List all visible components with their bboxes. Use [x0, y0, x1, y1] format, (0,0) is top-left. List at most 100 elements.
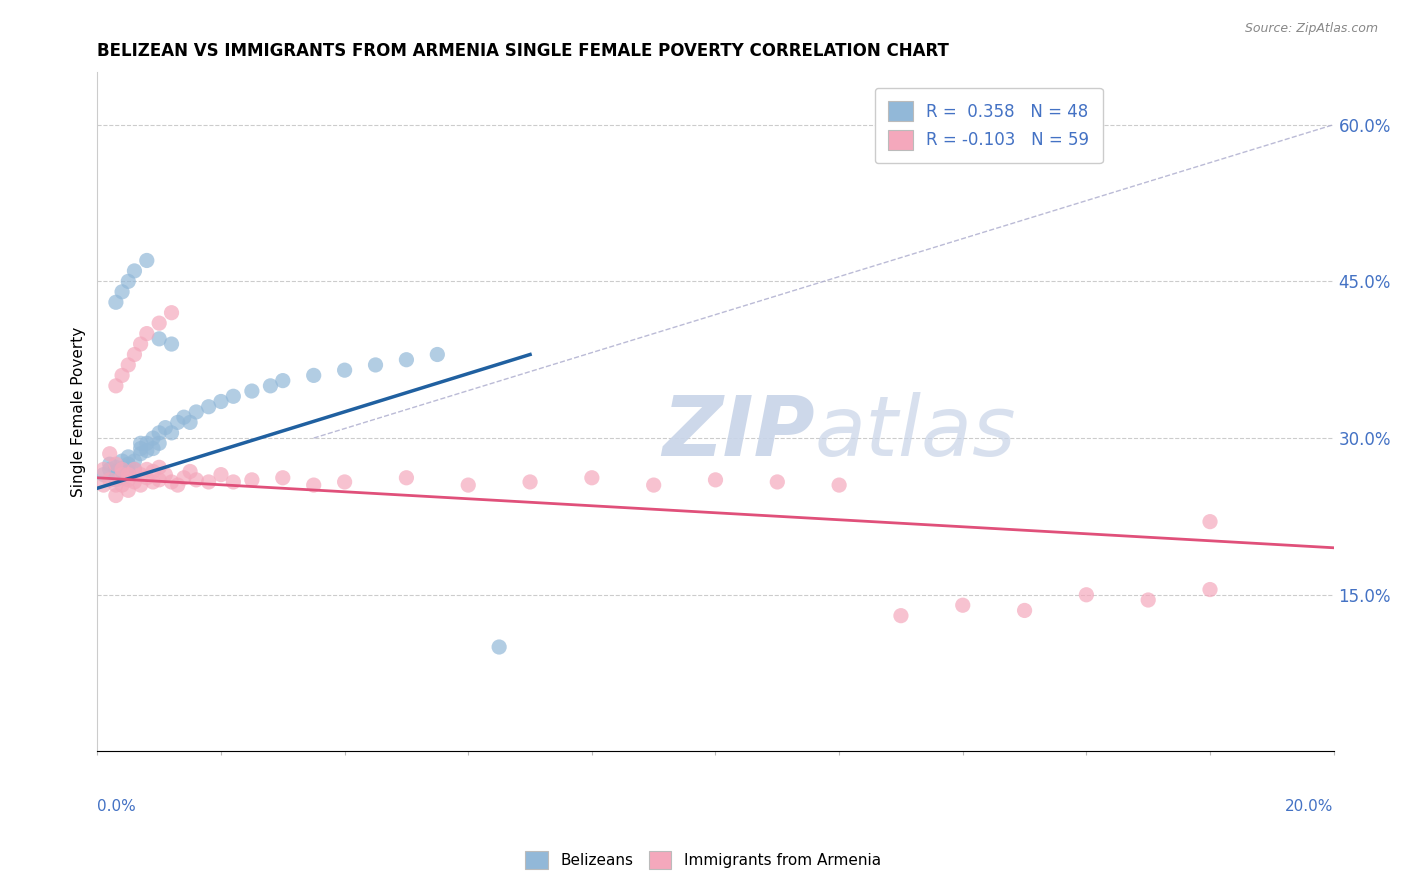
Point — [124, 454, 146, 468]
Point — [129, 478, 152, 492]
Point — [704, 473, 727, 487]
Point — [1199, 515, 1222, 529]
Point — [142, 431, 165, 445]
Point — [766, 475, 789, 489]
Point — [104, 457, 127, 471]
Point — [148, 425, 170, 440]
Point — [135, 462, 157, 476]
Point — [111, 462, 134, 476]
Text: 20.0%: 20.0% — [1285, 799, 1334, 814]
Point — [952, 599, 974, 613]
Point — [111, 368, 134, 383]
Point — [111, 462, 134, 476]
Legend: Belizeans, Immigrants from Armenia: Belizeans, Immigrants from Armenia — [519, 845, 887, 875]
Point — [129, 467, 152, 482]
Point — [160, 306, 183, 320]
Point — [148, 316, 170, 330]
Point — [111, 454, 134, 468]
Point — [104, 473, 127, 487]
Point — [333, 363, 356, 377]
Point — [457, 478, 479, 492]
Point — [124, 347, 146, 361]
Text: atlas: atlas — [814, 392, 1017, 473]
Point — [186, 473, 208, 487]
Y-axis label: Single Female Poverty: Single Female Poverty — [72, 326, 86, 497]
Point — [124, 462, 146, 476]
Point — [302, 478, 325, 492]
Point — [166, 478, 188, 492]
Point — [135, 436, 157, 450]
Legend: R =  0.358   N = 48, R = -0.103   N = 59: R = 0.358 N = 48, R = -0.103 N = 59 — [875, 87, 1102, 163]
Point — [1199, 582, 1222, 597]
Point — [129, 436, 152, 450]
Point — [104, 465, 127, 479]
Point — [173, 471, 195, 485]
Point — [104, 379, 127, 393]
Point — [148, 332, 170, 346]
Point — [259, 379, 281, 393]
Point — [129, 337, 152, 351]
Point — [890, 608, 912, 623]
Point — [111, 467, 134, 482]
Point — [93, 478, 115, 492]
Point — [148, 473, 170, 487]
Point — [173, 410, 195, 425]
Point — [1076, 588, 1098, 602]
Text: ZIP: ZIP — [662, 392, 814, 473]
Point — [179, 465, 201, 479]
Point — [364, 358, 387, 372]
Point — [104, 295, 127, 310]
Point — [160, 337, 183, 351]
Point — [98, 462, 121, 476]
Point — [828, 478, 851, 492]
Point — [222, 475, 245, 489]
Point — [197, 475, 219, 489]
Point — [93, 467, 115, 482]
Point — [104, 460, 127, 475]
Point — [135, 253, 157, 268]
Point — [240, 384, 263, 398]
Point — [488, 640, 510, 654]
Point — [117, 450, 139, 464]
Point — [111, 285, 134, 299]
Point — [160, 425, 183, 440]
Point — [155, 420, 177, 434]
Point — [117, 274, 139, 288]
Point — [166, 416, 188, 430]
Point — [142, 442, 165, 456]
Point — [135, 443, 157, 458]
Point — [1014, 603, 1036, 617]
Point — [98, 447, 121, 461]
Point — [117, 358, 139, 372]
Point — [124, 475, 146, 489]
Point — [104, 478, 127, 492]
Text: BELIZEAN VS IMMIGRANTS FROM ARMENIA SINGLE FEMALE POVERTY CORRELATION CHART: BELIZEAN VS IMMIGRANTS FROM ARMENIA SING… — [97, 42, 949, 60]
Point — [160, 475, 183, 489]
Point — [148, 436, 170, 450]
Point — [395, 471, 418, 485]
Point — [124, 462, 146, 476]
Point — [129, 442, 152, 456]
Point — [142, 475, 165, 489]
Point — [117, 473, 139, 487]
Point — [129, 447, 152, 461]
Point — [155, 467, 177, 482]
Point — [333, 475, 356, 489]
Point — [117, 465, 139, 479]
Point — [395, 352, 418, 367]
Point — [1137, 593, 1160, 607]
Point — [197, 400, 219, 414]
Point — [98, 473, 121, 487]
Point — [209, 394, 232, 409]
Point — [179, 416, 201, 430]
Point — [519, 475, 541, 489]
Point — [142, 465, 165, 479]
Point — [426, 347, 449, 361]
Point — [117, 483, 139, 498]
Point — [186, 405, 208, 419]
Point — [104, 489, 127, 503]
Point — [209, 467, 232, 482]
Point — [222, 389, 245, 403]
Point — [117, 467, 139, 482]
Text: Source: ZipAtlas.com: Source: ZipAtlas.com — [1244, 22, 1378, 36]
